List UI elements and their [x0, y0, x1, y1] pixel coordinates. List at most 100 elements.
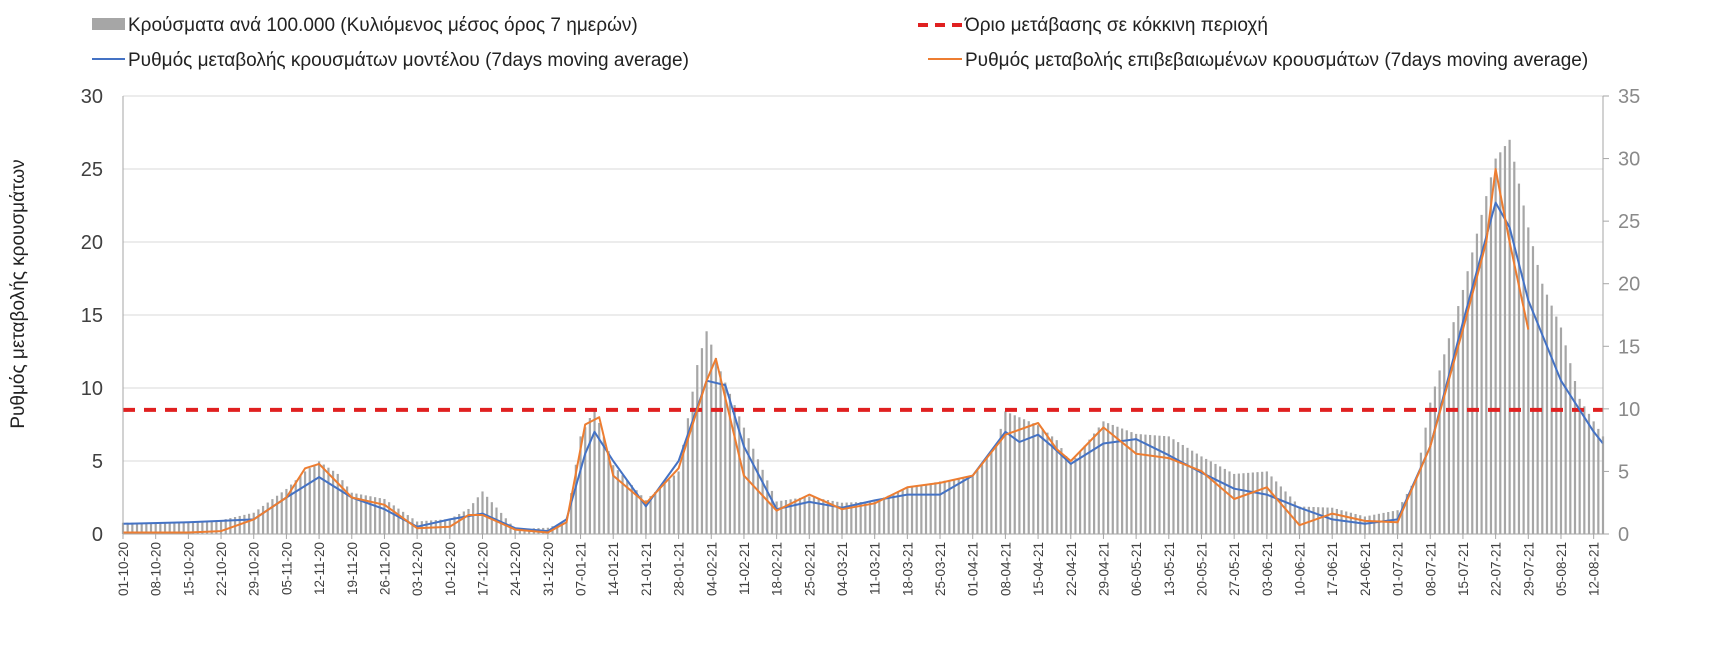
x-tick-label: 10-06-21	[1293, 542, 1308, 596]
bar-cases	[826, 500, 830, 534]
bar-cases	[864, 501, 867, 534]
bar-cases	[682, 444, 685, 534]
bar-cases	[378, 498, 381, 534]
bar-cases	[1279, 486, 1282, 534]
bar-cases	[163, 522, 167, 534]
y-right-tick-label: 15	[1618, 336, 1640, 358]
bar-cases	[840, 502, 844, 534]
bar-cases	[630, 485, 633, 534]
x-tick-label: 03-12-20	[410, 542, 425, 596]
bar-cases	[1531, 246, 1535, 535]
bar-cases	[887, 495, 890, 534]
bar-cases	[714, 357, 718, 534]
bar-cases	[406, 515, 409, 534]
x-axis-ticks: 01-10-20 08-10-20 15-10-20 22-10-20 29-10-20…	[116, 534, 1602, 596]
x-tick-label: 13-05-21	[1162, 542, 1177, 596]
bar-cases	[1256, 472, 1259, 534]
bar-cases	[364, 495, 367, 534]
bar-cases	[280, 492, 283, 534]
bar-cases	[784, 500, 788, 534]
bar-cases	[1415, 477, 1418, 534]
bar-cases	[173, 522, 176, 534]
bar-cases	[1121, 428, 1124, 534]
bar-cases	[467, 508, 470, 534]
bar-cases	[1032, 423, 1035, 534]
bar-cases	[770, 490, 774, 534]
bar-cases	[822, 499, 825, 534]
bar-cases	[1569, 363, 1572, 534]
bar-cases	[1317, 507, 1320, 534]
bar-cases	[322, 464, 325, 534]
bar-cases	[966, 477, 970, 534]
bar-cases	[191, 521, 195, 534]
bar-cases	[1331, 507, 1334, 534]
bar-cases	[808, 496, 811, 534]
bar-cases	[700, 348, 704, 534]
bar-cases	[710, 344, 713, 534]
bar-cases	[1074, 457, 1077, 534]
x-tick-label: 24-06-21	[1358, 542, 1373, 596]
bar-cases	[570, 493, 573, 534]
bar-cases	[388, 502, 391, 534]
x-tick-label: 26-11-20	[378, 542, 393, 595]
bar-cases	[668, 479, 671, 534]
bar-cases	[1093, 433, 1096, 534]
bar-cases	[873, 501, 876, 534]
bar-cases	[742, 427, 746, 534]
bar-cases	[990, 452, 993, 534]
bar-cases	[672, 475, 676, 534]
bar-cases	[1424, 427, 1427, 534]
bar-cases	[1205, 458, 1208, 534]
bar-cases	[131, 522, 134, 534]
x-tick-label: 24-12-20	[508, 542, 523, 596]
x-tick-label: 18-02-21	[770, 542, 785, 596]
bar-cases	[1050, 436, 1054, 534]
bar-cases	[215, 520, 218, 534]
bar-cases	[453, 516, 456, 534]
bar-cases	[1405, 493, 1409, 534]
x-tick-label: 19-11-20	[345, 542, 360, 595]
bar-cases	[1172, 439, 1175, 534]
bar-cases	[289, 484, 293, 534]
bar-cases	[1303, 506, 1306, 534]
bar-cases	[649, 496, 652, 534]
y-left-tick-label: 10	[81, 378, 103, 400]
bar-cases	[1214, 463, 1217, 534]
y-right-tick-label: 10	[1618, 399, 1640, 421]
bar-cases	[299, 475, 302, 534]
x-tick-label: 01-04-21	[966, 542, 981, 596]
bar-cases	[327, 467, 330, 534]
bar-cases	[392, 505, 395, 534]
bar-cases	[1564, 345, 1567, 534]
bar-cases	[1555, 316, 1558, 534]
bar-cases	[906, 487, 909, 534]
bar-cases	[635, 490, 638, 534]
bar-cases	[1536, 264, 1539, 534]
bar-cases	[598, 422, 601, 534]
bar-cases	[397, 508, 400, 534]
y-left-tick-label: 30	[81, 86, 103, 108]
bar-cases	[1200, 456, 1203, 534]
bar-cases	[957, 478, 960, 534]
bar-cases	[1340, 510, 1343, 534]
bar-cases	[219, 520, 223, 534]
bar-cases	[145, 522, 148, 534]
bar-cases	[938, 481, 942, 534]
y-left-tick-label: 15	[81, 305, 103, 327]
bar-cases	[341, 480, 344, 534]
bar-cases	[593, 408, 596, 534]
legend-label-threshold: Όριο μετάβασης σε κόκκινη περιοχή	[964, 15, 1268, 36]
bar-cases	[1541, 283, 1544, 534]
bar-cases	[285, 488, 288, 534]
bar-cases	[1144, 434, 1147, 534]
bar-cases	[878, 499, 881, 534]
x-tick-label: 18-03-21	[900, 542, 915, 596]
bar-cases	[1228, 471, 1231, 534]
bar-cases	[971, 476, 974, 534]
bar-cases	[1083, 445, 1086, 534]
bar-cases	[915, 485, 918, 534]
bar-cases	[1055, 440, 1058, 534]
bar-cases	[1354, 513, 1357, 534]
bar-cases	[556, 524, 559, 534]
